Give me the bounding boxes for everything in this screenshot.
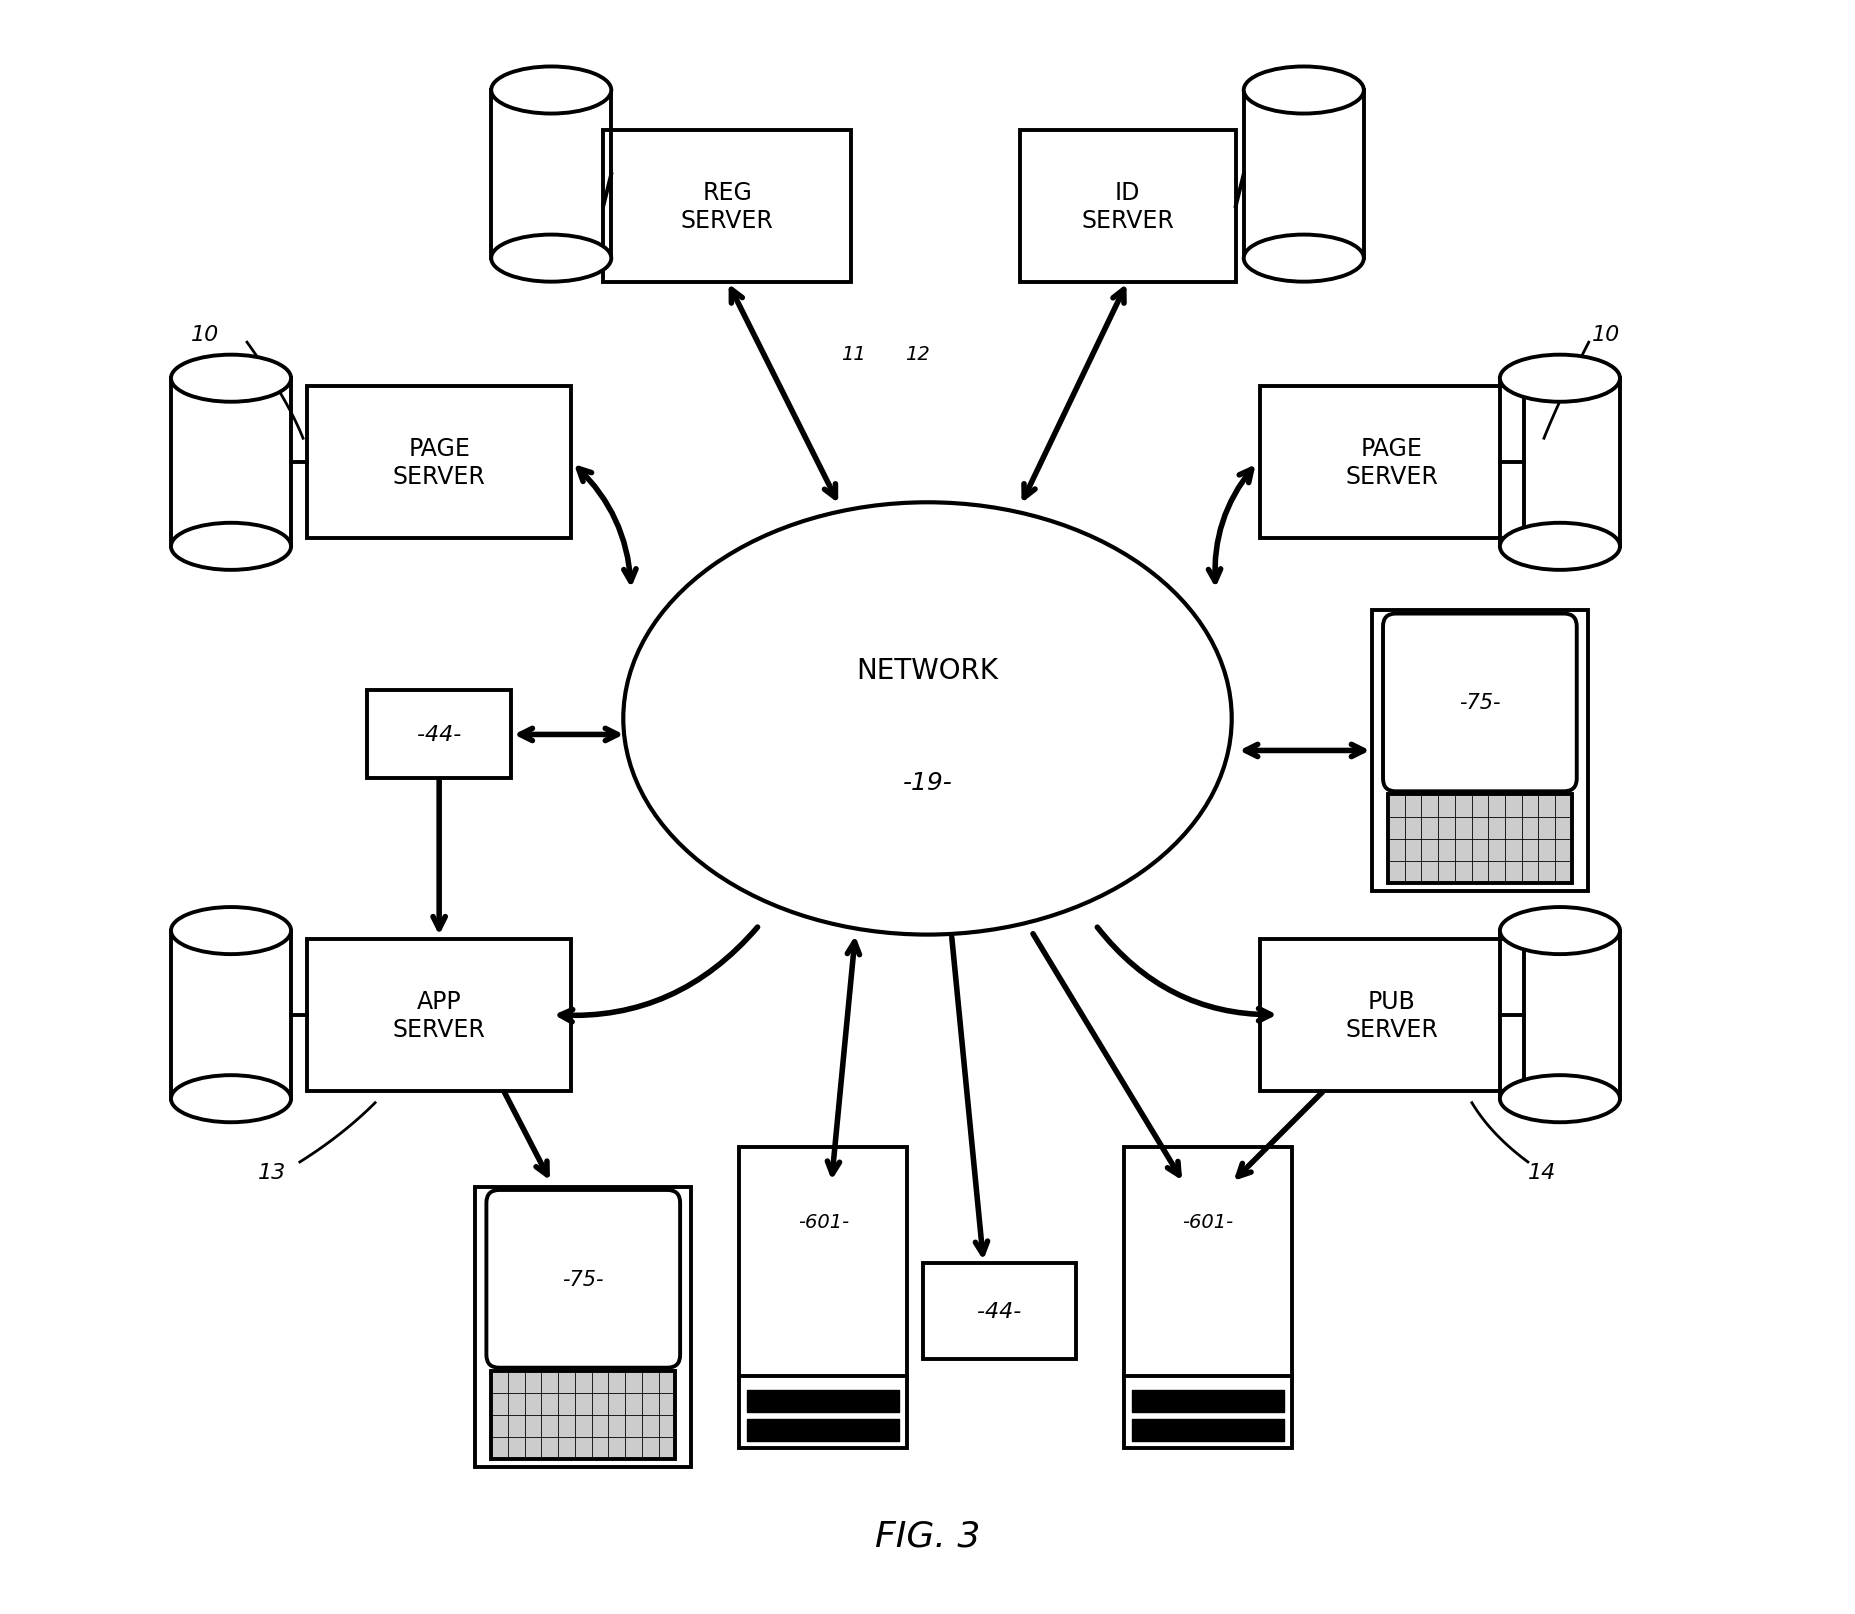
Bar: [475, 1186, 692, 1467]
Bar: [171, 379, 291, 547]
Text: -75-: -75-: [1460, 692, 1501, 713]
Bar: [1501, 931, 1619, 1099]
FancyBboxPatch shape: [1384, 615, 1577, 792]
Text: 10: 10: [1592, 324, 1619, 345]
Bar: [492, 90, 612, 258]
Text: -44-: -44-: [978, 1301, 1022, 1320]
Bar: [740, 1148, 907, 1378]
Ellipse shape: [171, 907, 291, 954]
Text: 10: 10: [191, 324, 219, 345]
Text: 14: 14: [1529, 1162, 1556, 1181]
Bar: [740, 1375, 907, 1448]
Bar: [492, 1370, 675, 1459]
Bar: [924, 1264, 1076, 1359]
Bar: [1020, 131, 1235, 282]
Text: ID
SERVER: ID SERVER: [1081, 181, 1174, 232]
Bar: [603, 131, 851, 282]
Text: PUB
SERVER: PUB SERVER: [1345, 989, 1438, 1041]
Ellipse shape: [1501, 907, 1619, 954]
Text: 11: 11: [842, 345, 866, 363]
Ellipse shape: [1501, 355, 1619, 402]
Bar: [1243, 90, 1363, 258]
Bar: [171, 931, 291, 1099]
Bar: [1373, 612, 1588, 891]
Bar: [1260, 939, 1525, 1091]
Text: REG
SERVER: REG SERVER: [681, 181, 774, 232]
Text: -44-: -44-: [417, 725, 462, 746]
Ellipse shape: [171, 523, 291, 570]
Text: NETWORK: NETWORK: [857, 657, 998, 684]
Ellipse shape: [171, 907, 291, 954]
Ellipse shape: [1501, 523, 1619, 570]
Bar: [308, 387, 571, 539]
Bar: [1260, 387, 1525, 539]
Bar: [1124, 1148, 1291, 1378]
Text: PAGE
SERVER: PAGE SERVER: [1345, 437, 1438, 489]
Text: -601-: -601-: [798, 1212, 850, 1231]
Bar: [367, 691, 512, 780]
Bar: [1124, 1375, 1291, 1448]
Ellipse shape: [1243, 68, 1363, 115]
Text: PAGE
SERVER: PAGE SERVER: [393, 437, 486, 489]
Ellipse shape: [1243, 68, 1363, 115]
Ellipse shape: [171, 1075, 291, 1123]
Text: -75-: -75-: [562, 1269, 605, 1290]
Bar: [308, 939, 571, 1091]
Ellipse shape: [1501, 1075, 1619, 1123]
Ellipse shape: [492, 68, 612, 115]
Text: -19-: -19-: [903, 771, 952, 796]
Ellipse shape: [1501, 355, 1619, 402]
Text: FIG. 3: FIG. 3: [876, 1519, 979, 1553]
Ellipse shape: [492, 68, 612, 115]
Text: 13: 13: [258, 1162, 286, 1181]
Bar: [1388, 796, 1571, 883]
Ellipse shape: [171, 355, 291, 402]
Text: APP
SERVER: APP SERVER: [393, 989, 486, 1041]
Text: 12: 12: [905, 345, 929, 363]
Ellipse shape: [1243, 236, 1363, 282]
Ellipse shape: [171, 355, 291, 402]
Ellipse shape: [623, 504, 1232, 935]
Ellipse shape: [492, 236, 612, 282]
Bar: [1501, 379, 1619, 547]
Text: -601-: -601-: [1182, 1212, 1234, 1231]
FancyBboxPatch shape: [486, 1190, 681, 1367]
Ellipse shape: [1501, 907, 1619, 954]
